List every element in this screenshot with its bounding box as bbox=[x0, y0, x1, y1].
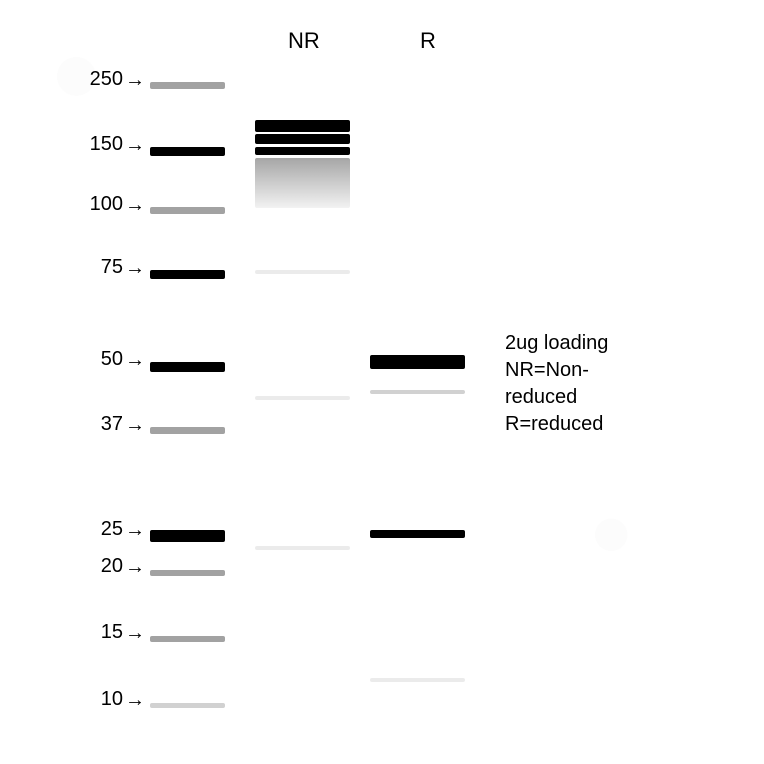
mw-label-37: 37→ bbox=[101, 413, 145, 436]
mw-value: 250 bbox=[90, 68, 123, 91]
mw-label-150: 150→ bbox=[90, 133, 145, 156]
mw-label-10: 10→ bbox=[101, 688, 145, 711]
mw-value: 37 bbox=[101, 413, 123, 436]
band bbox=[150, 82, 225, 89]
band bbox=[150, 703, 225, 708]
arrow-icon: → bbox=[125, 135, 145, 155]
arrow-icon: → bbox=[125, 70, 145, 90]
mw-label-25: 25→ bbox=[101, 518, 145, 541]
arrow-icon: → bbox=[125, 520, 145, 540]
arrow-icon: → bbox=[125, 623, 145, 643]
band bbox=[255, 396, 350, 400]
band bbox=[150, 362, 225, 372]
band bbox=[150, 207, 225, 214]
arrow-icon: → bbox=[125, 195, 145, 215]
legend-text: 2ug loadingNR=Non-reducedR=reduced bbox=[505, 330, 608, 438]
band bbox=[150, 636, 225, 642]
band bbox=[255, 120, 350, 132]
legend-line: 2ug loading bbox=[505, 330, 608, 357]
mw-value: 50 bbox=[101, 348, 123, 371]
band bbox=[370, 355, 465, 369]
band bbox=[150, 147, 225, 156]
band bbox=[150, 270, 225, 279]
mw-label-75: 75→ bbox=[101, 256, 145, 279]
mw-label-250: 250→ bbox=[90, 68, 145, 91]
mw-value: 25 bbox=[101, 518, 123, 541]
arrow-icon: → bbox=[125, 350, 145, 370]
gel-canvas: NR R 250→150→100→75→50→37→25→20→15→10→ 2… bbox=[0, 0, 764, 764]
lane-header-nr: NR bbox=[288, 28, 320, 54]
mw-value: 10 bbox=[101, 688, 123, 711]
band bbox=[150, 427, 225, 434]
band bbox=[370, 530, 465, 538]
mw-label-50: 50→ bbox=[101, 348, 145, 371]
mw-value: 100 bbox=[90, 193, 123, 216]
mw-label-15: 15→ bbox=[101, 621, 145, 644]
band bbox=[150, 570, 225, 576]
band bbox=[255, 158, 350, 208]
legend-line: reduced bbox=[505, 384, 608, 411]
mw-value: 150 bbox=[90, 133, 123, 156]
background-noise bbox=[0, 0, 764, 764]
band bbox=[255, 147, 350, 155]
mw-value: 75 bbox=[101, 256, 123, 279]
arrow-icon: → bbox=[125, 258, 145, 278]
arrow-icon: → bbox=[125, 415, 145, 435]
band bbox=[255, 134, 350, 144]
arrow-icon: → bbox=[125, 557, 145, 577]
lane-header-r: R bbox=[420, 28, 436, 54]
band bbox=[255, 546, 350, 550]
band bbox=[255, 270, 350, 274]
band bbox=[150, 530, 225, 542]
mw-value: 20 bbox=[101, 555, 123, 578]
mw-label-100: 100→ bbox=[90, 193, 145, 216]
mw-value: 15 bbox=[101, 621, 123, 644]
band bbox=[370, 390, 465, 394]
mw-label-20: 20→ bbox=[101, 555, 145, 578]
band bbox=[370, 678, 465, 682]
arrow-icon: → bbox=[125, 690, 145, 710]
legend-line: R=reduced bbox=[505, 411, 608, 438]
legend-line: NR=Non- bbox=[505, 357, 608, 384]
